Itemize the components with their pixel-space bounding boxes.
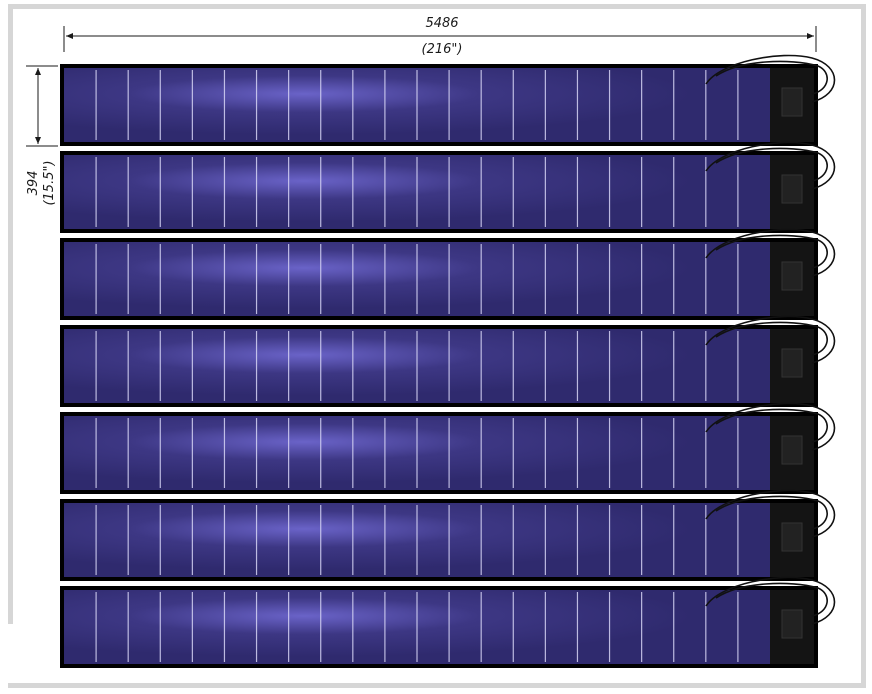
cable: [715, 60, 828, 95]
junction-box: [781, 87, 803, 117]
solar-panel-1: [60, 54, 836, 146]
cable: [705, 402, 836, 451]
junction-box: [781, 348, 803, 378]
width-dimension: 5486 (216"): [63, 16, 817, 57]
cable: [715, 321, 828, 356]
solar-panels: [60, 54, 836, 668]
solar-panel-2: [60, 141, 836, 233]
height-mm-label: 394: [26, 171, 41, 196]
junction-box: [781, 609, 803, 639]
cable: [705, 228, 836, 277]
width-in-label: (216"): [422, 42, 463, 57]
diagram-border: [8, 4, 866, 688]
cable: [705, 141, 836, 190]
cable: [715, 495, 828, 530]
solar-panel-3: [60, 228, 836, 320]
cable: [715, 582, 828, 617]
solar-panel-5: [60, 402, 836, 494]
solar-panel-4: [60, 315, 836, 407]
solar-panel-6: [60, 489, 836, 581]
solar-panel-7: [60, 576, 836, 668]
cable: [715, 408, 828, 443]
cable: [715, 234, 828, 269]
cable: [705, 315, 836, 364]
junction-box: [781, 174, 803, 204]
cable: [705, 54, 836, 103]
junction-box: [781, 435, 803, 465]
junction-box: [781, 261, 803, 291]
height-dimension: 394 (15.5"): [26, 65, 58, 206]
width-mm-label: 5486: [425, 16, 458, 31]
height-in-label: (15.5"): [42, 160, 57, 205]
junction-box: [781, 522, 803, 552]
cable: [705, 489, 836, 538]
cable: [705, 576, 836, 625]
cable: [715, 147, 828, 182]
diagram-border-left: [8, 4, 13, 624]
